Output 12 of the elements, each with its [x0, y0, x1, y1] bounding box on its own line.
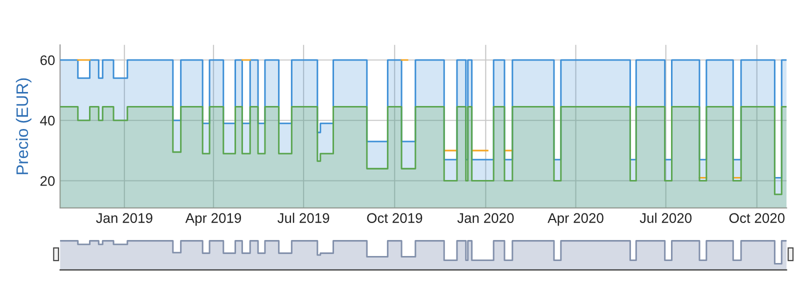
x-tick-label: Oct 2020 [729, 213, 785, 223]
x-tick-label: Apr 2019 [185, 213, 242, 226]
x-tick-label: Jul 2020 [640, 212, 692, 223]
y-axis-title: Precio (EUR) [16, 78, 32, 174]
x-tick-label: Apr 2020 [548, 213, 604, 226]
y-tick-label: 40 [40, 116, 55, 126]
y-tick-label: 60 [40, 55, 55, 66]
x-tick-label: Oct 2019 [367, 213, 422, 223]
x-tick-label: Jul 2019 [278, 212, 330, 223]
x-tick-label: Jan 2020 [457, 213, 514, 223]
x-tick-label: Jan 2019 [96, 213, 152, 223]
y-tick-label: 20 [40, 176, 55, 186]
